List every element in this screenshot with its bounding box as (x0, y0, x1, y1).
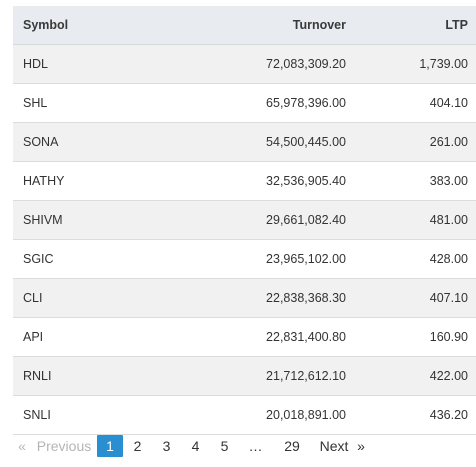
cell-ltp: 481.00 (429, 212, 468, 227)
cell-turnover: 21,712,612.10 (266, 368, 346, 383)
table-header: Symbol Turnover LTP (13, 6, 476, 45)
cell-turnover: 22,831,400.80 (266, 329, 346, 344)
cell-ltp: 407.10 (429, 290, 468, 305)
table-row: CLI 22,838,368.30 407.10 (13, 278, 476, 317)
cell-turnover: 72,083,309.20 (266, 56, 346, 71)
cell-symbol: SGIC (23, 251, 54, 266)
table-row: SNLI 20,018,891.00 436.20 (13, 395, 476, 434)
cell-symbol: SNLI (23, 407, 51, 422)
next-button[interactable]: Next (319, 438, 349, 454)
pagination-ellipsis: … (248, 438, 263, 454)
cell-ltp: 422.00 (429, 368, 468, 383)
previous-button: Previous (36, 438, 92, 454)
previous-arrow-icon: « (18, 438, 26, 454)
table-row: RNLI 21,712,612.10 422.00 (13, 356, 476, 395)
cell-turnover: 20,018,891.00 (266, 407, 346, 422)
table-row: API 22,831,400.80 160.90 (13, 317, 476, 356)
header-ltp[interactable]: LTP (358, 6, 476, 45)
turnover-table-container: Symbol Turnover LTP HDL 72,083,309.20 1,73… (13, 6, 476, 435)
page-button-3[interactable]: 3 (162, 438, 171, 454)
page-button-last[interactable]: 29 (284, 438, 300, 454)
cell-symbol: SHIVM (23, 212, 63, 227)
cell-ltp: 1,739.00 (419, 56, 468, 71)
cell-ltp: 261.00 (429, 134, 468, 149)
cell-turnover: 22,838,368.30 (266, 290, 346, 305)
cell-turnover: 29,661,082.40 (266, 212, 346, 227)
cell-turnover: 54,500,445.00 (266, 134, 346, 149)
header-symbol[interactable]: Symbol (13, 6, 173, 45)
cell-symbol: HATHY (23, 173, 65, 188)
page-button-4[interactable]: 4 (191, 438, 200, 454)
cell-turnover: 65,978,396.00 (266, 95, 346, 110)
turnover-table: Symbol Turnover LTP HDL 72,083,309.20 1,73… (13, 6, 476, 435)
table-row: SHIVM 29,661,082.40 481.00 (13, 200, 476, 239)
header-turnover[interactable]: Turnover (173, 6, 358, 45)
cell-turnover: 23,965,102.00 (266, 251, 346, 266)
cell-symbol: RNLI (23, 368, 52, 383)
table-row: SHL 65,978,396.00 404.10 (13, 83, 476, 122)
cell-symbol: CLI (23, 290, 43, 305)
next-arrow-icon[interactable]: » (357, 438, 365, 454)
cell-ltp: 428.00 (429, 251, 468, 266)
page-button-1[interactable]: 1 (97, 435, 123, 457)
table-row: HDL 72,083,309.20 1,739.00 (13, 44, 476, 83)
table-row: SONA 54,500,445.00 261.00 (13, 122, 476, 161)
table-row: SGIC 23,965,102.00 428.00 (13, 239, 476, 278)
cell-symbol: HDL (23, 56, 49, 71)
cell-ltp: 160.90 (429, 329, 468, 344)
cell-symbol: API (23, 329, 44, 344)
cell-ltp: 383.00 (429, 173, 468, 188)
table-row: HATHY 32,536,905.40 383.00 (13, 161, 476, 200)
cell-ltp: 404.10 (429, 95, 468, 110)
page-button-2[interactable]: 2 (133, 438, 142, 454)
pagination: « Previous 1 2 3 4 5 … 29 Next » (13, 433, 370, 459)
page-button-5[interactable]: 5 (220, 438, 229, 454)
cell-symbol: SONA (23, 134, 59, 149)
cell-turnover: 32,536,905.40 (266, 173, 346, 188)
header-row: Symbol Turnover LTP (13, 6, 476, 45)
cell-symbol: SHL (23, 95, 48, 110)
table-body: HDL 72,083,309.20 1,739.00 SHL 65,978,396.00… (13, 44, 476, 434)
cell-ltp: 436.20 (429, 407, 468, 422)
